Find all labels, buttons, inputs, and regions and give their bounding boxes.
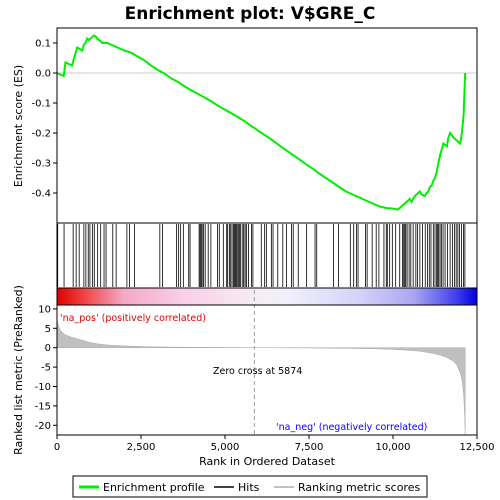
zero-cross-annotation: Zero cross at 5874 bbox=[213, 366, 302, 377]
x-axis-ticks: 0 2,500 5,000 7,500 10,000 12,500 bbox=[54, 435, 495, 453]
es-y-label: Enrichment score (ES) bbox=[12, 65, 25, 187]
hits-panel-frame bbox=[56, 222, 478, 289]
chart-title: Enrichment plot: V$GRE_C bbox=[125, 4, 376, 24]
x-tick-label: 10,000 bbox=[376, 442, 411, 453]
es-y-tick-label: -0.3 bbox=[31, 159, 51, 170]
neg-annotation: 'na_neg' (negatively correlated) bbox=[276, 422, 427, 433]
x-tick-label: 5,000 bbox=[211, 442, 240, 453]
metric-panel: 10 5 0 -5 -10 -15 -20 'na_pos' (positively cor… bbox=[35, 290, 478, 436]
hits-panel bbox=[56, 222, 478, 289]
legend-label-metric: Ranking metric scores bbox=[298, 481, 420, 494]
metric-y-tick-label: -10 bbox=[35, 382, 51, 393]
hit-marks bbox=[57, 224, 466, 287]
metric-y-tick-label: -15 bbox=[35, 401, 51, 412]
x-tick-label: 0 bbox=[54, 442, 60, 453]
es-panel-frame bbox=[56, 27, 478, 224]
metric-y-tick-label: -20 bbox=[35, 421, 51, 432]
metric-y-tick-label: 5 bbox=[45, 324, 51, 335]
metric-panel-frame bbox=[56, 304, 478, 436]
es-y-tick-label: -0.4 bbox=[31, 189, 51, 200]
metric-y-tick-label: 10 bbox=[38, 304, 51, 315]
legend: Enrichment profile Hits Ranking metric s… bbox=[72, 475, 428, 498]
legend-label-hits: Hits bbox=[238, 481, 260, 494]
es-y-tick-label: 0.1 bbox=[35, 39, 51, 50]
es-y-tick-label: -0.2 bbox=[31, 129, 51, 140]
x-axis-label: Rank in Ordered Dataset bbox=[199, 455, 336, 468]
metric-y-label: Ranked list metric (PreRanked) bbox=[12, 285, 25, 455]
metric-y-tick-label: -5 bbox=[41, 363, 51, 374]
es-y-ticks: 0.1 0.0 -0.1 -0.2 -0.3 -0.4 bbox=[31, 39, 57, 200]
x-tick-label: 2,500 bbox=[127, 442, 156, 453]
es-panel: 0.1 0.0 -0.1 -0.2 -0.3 -0.4 bbox=[31, 27, 478, 224]
rank-color-bar bbox=[56, 287, 478, 306]
metric-y-ticks: 10 5 0 -5 -10 -15 -20 bbox=[35, 304, 57, 432]
enrichment-profile-line bbox=[56, 34, 467, 211]
legend-label-profile: Enrichment profile bbox=[103, 481, 205, 494]
ranking-metric-area bbox=[56, 318, 466, 436]
es-y-tick-label: 0.0 bbox=[35, 69, 51, 80]
es-y-tick-label: -0.1 bbox=[31, 99, 51, 110]
metric-y-tick-label: 0 bbox=[45, 343, 51, 354]
x-tick-label: 12,500 bbox=[460, 442, 495, 453]
pos-annotation: 'na_pos' (positively correlated) bbox=[60, 313, 206, 324]
legend-box bbox=[72, 475, 428, 498]
x-tick-label: 7,500 bbox=[295, 442, 324, 453]
